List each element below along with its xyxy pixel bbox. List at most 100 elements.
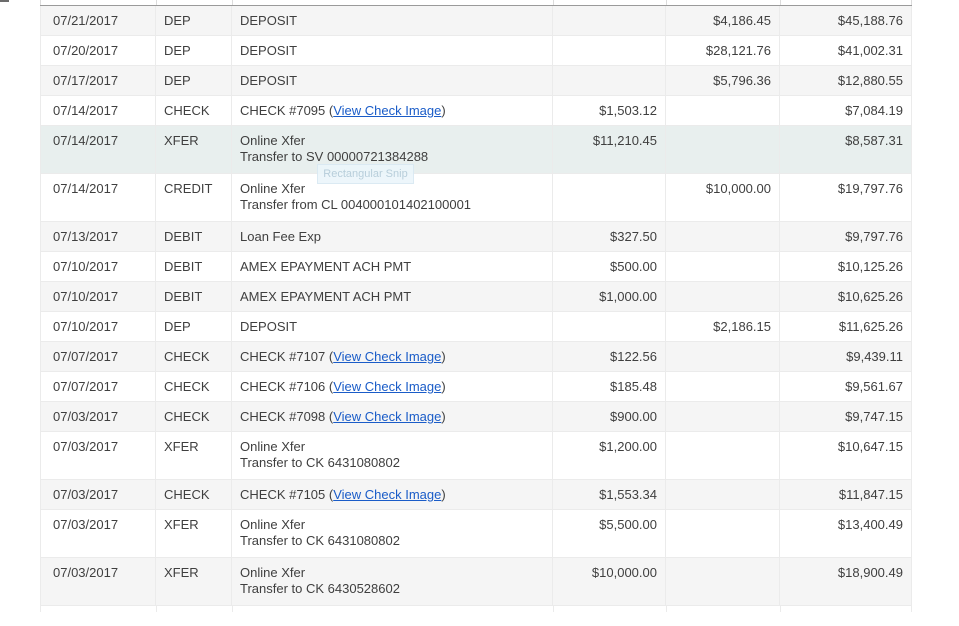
cell-date: 07/21/2017 — [40, 6, 156, 35]
transaction-row[interactable]: 07/03/2017 XFER Online Xfer Transfer to CK … — [40, 558, 912, 606]
cell-date: 07/10/2017 — [40, 282, 156, 311]
cell-description: AMEX EPAYMENT ACH PMT — [232, 252, 553, 281]
description-text: DEPOSIT — [240, 73, 298, 88]
cell-type: DEBIT — [156, 252, 232, 281]
description-text: Online Xfer — [240, 133, 306, 148]
cell-debit — [553, 66, 666, 95]
cell-credit — [666, 480, 780, 509]
cell-balance: $9,747.15 — [780, 402, 912, 431]
cell-type: DEBIT — [156, 282, 232, 311]
cell-date: 07/14/2017 — [40, 126, 156, 173]
cell-credit — [666, 252, 780, 281]
transaction-row[interactable]: 07/17/2017 DEP DEPOSIT $5,796.36 $12,880.55 — [40, 66, 912, 96]
transaction-row[interactable]: 07/03/2017 CHECK CHECK #7098 (View Check I… — [40, 402, 912, 432]
transaction-row[interactable]: 07/07/2017 CHECK CHECK #7106 (View Check I… — [40, 372, 912, 402]
cell-debit: $122.56 — [553, 342, 666, 371]
cell-balance: $8,587.31 — [780, 126, 912, 173]
transaction-row[interactable]: 07/03/2017 XFER Online Xfer Transfer to CK … — [40, 510, 912, 558]
cell-balance: $9,797.76 — [780, 222, 912, 251]
cell-date: 07/10/2017 — [40, 312, 156, 341]
transaction-row[interactable]: 07/10/2017 DEBIT AMEX EPAYMENT ACH PMT $500… — [40, 252, 912, 282]
cell-type: DEP — [156, 6, 232, 35]
cell-type: DEP — [156, 36, 232, 65]
description-text: Online Xfer — [240, 181, 306, 196]
cell-description: CHECK #7095 (View Check Image) — [232, 96, 553, 125]
cell-debit — [553, 36, 666, 65]
cell-date: 07/03/2017 — [40, 558, 156, 605]
description-text: CHECK #7095 ( — [240, 103, 334, 118]
view-check-image-link[interactable]: View Check Image — [333, 409, 442, 424]
transaction-row[interactable]: 07/03/2017 CHECK CHECK #7105 (View Check I… — [40, 480, 912, 510]
transactions-rows: 07/21/2017 DEP DEPOSIT $4,186.45 $45,188.76 0… — [40, 6, 912, 606]
stub-cell — [232, 606, 553, 612]
description-text: DEPOSIT — [240, 13, 298, 28]
stub-cell — [666, 0, 780, 5]
view-check-image-link[interactable]: View Check Image — [333, 379, 442, 394]
transaction-row[interactable]: 07/14/2017 CREDIT Online Xfer Transfer from… — [40, 174, 912, 222]
description-text: CHECK #7098 ( — [240, 409, 334, 424]
description-text: Loan Fee Exp — [240, 229, 321, 244]
cell-debit: $1,503.12 — [553, 96, 666, 125]
transaction-row[interactable]: 07/14/2017 XFER Online Xfer Transfer to SV … — [40, 126, 912, 174]
cell-credit: $10,000.00 — [666, 174, 780, 221]
cell-date: 07/03/2017 — [40, 402, 156, 431]
description-line2: Transfer to SV 00000721384288 — [240, 149, 429, 164]
stub-cell — [156, 0, 232, 5]
cell-credit: $4,186.45 — [666, 6, 780, 35]
cell-date: 07/13/2017 — [40, 222, 156, 251]
cell-description: Online Xfer Transfer from CL 004000101402… — [232, 174, 553, 221]
description-text: DEPOSIT — [240, 319, 298, 334]
cell-description: Online Xfer Transfer to CK 6431080802 — [232, 432, 553, 479]
description-line1: CHECK #7095 (View Check Image) — [240, 103, 544, 119]
cell-description: Online Xfer Transfer to SV 00000721384288 — [232, 126, 553, 173]
cell-balance: $19,797.76 — [780, 174, 912, 221]
cell-credit: $28,121.76 — [666, 36, 780, 65]
stub-cell — [232, 0, 553, 5]
transaction-row[interactable]: 07/13/2017 DEBIT Loan Fee Exp $327.50 $9,797… — [40, 222, 912, 252]
screen-edge-fragment — [0, 0, 9, 2]
cell-credit — [666, 558, 780, 605]
description-text: CHECK #7105 ( — [240, 487, 334, 502]
cell-debit: $185.48 — [553, 372, 666, 401]
description-text-after-link: ) — [441, 379, 446, 394]
cell-credit — [666, 510, 780, 557]
transaction-row[interactable]: 07/14/2017 CHECK CHECK #7095 (View Check I… — [40, 96, 912, 126]
view-check-image-link[interactable]: View Check Image — [333, 487, 442, 502]
cell-type: DEBIT — [156, 222, 232, 251]
cell-debit: $10,000.00 — [553, 558, 666, 605]
description-line1: CHECK #7098 (View Check Image) — [240, 409, 544, 425]
transaction-row[interactable]: 07/21/2017 DEP DEPOSIT $4,186.45 $45,188.76 — [40, 6, 912, 36]
cell-credit: $2,186.15 — [666, 312, 780, 341]
cell-credit — [666, 342, 780, 371]
description-text-after-link: ) — [441, 409, 446, 424]
cell-date: 07/07/2017 — [40, 342, 156, 371]
cell-date: 07/10/2017 — [40, 252, 156, 281]
transaction-row[interactable]: 07/20/2017 DEP DEPOSIT $28,121.76 $41,002.31 — [40, 36, 912, 66]
cell-credit — [666, 96, 780, 125]
transaction-row[interactable]: 07/10/2017 DEBIT AMEX EPAYMENT ACH PMT $1,0… — [40, 282, 912, 312]
description-text-after-link: ) — [441, 103, 446, 118]
cell-type: CHECK — [156, 342, 232, 371]
cell-credit — [666, 372, 780, 401]
view-check-image-link[interactable]: View Check Image — [333, 103, 442, 118]
description-line1: DEPOSIT — [240, 319, 544, 335]
cell-debit: $500.00 — [553, 252, 666, 281]
transaction-row[interactable]: 07/03/2017 XFER Online Xfer Transfer to CK … — [40, 432, 912, 480]
description-text: CHECK #7106 ( — [240, 379, 334, 394]
cell-balance: $10,625.26 — [780, 282, 912, 311]
transaction-row[interactable]: 07/10/2017 DEP DEPOSIT $2,186.15 $11,625.26 — [40, 312, 912, 342]
cell-type: DEP — [156, 312, 232, 341]
description-text-after-link: ) — [441, 487, 446, 502]
description-line1: Online Xfer — [240, 439, 544, 455]
transaction-row[interactable]: 07/07/2017 CHECK CHECK #7107 (View Check I… — [40, 342, 912, 372]
cell-date: 07/03/2017 — [40, 480, 156, 509]
cell-type: CREDIT — [156, 174, 232, 221]
cell-type: CHECK — [156, 372, 232, 401]
description-text: AMEX EPAYMENT ACH PMT — [240, 289, 412, 304]
cell-type: DEP — [156, 66, 232, 95]
cell-type: XFER — [156, 432, 232, 479]
stub-cell — [40, 0, 156, 5]
stub-cell — [40, 606, 156, 612]
description-line1: AMEX EPAYMENT ACH PMT — [240, 259, 544, 275]
view-check-image-link[interactable]: View Check Image — [333, 349, 442, 364]
